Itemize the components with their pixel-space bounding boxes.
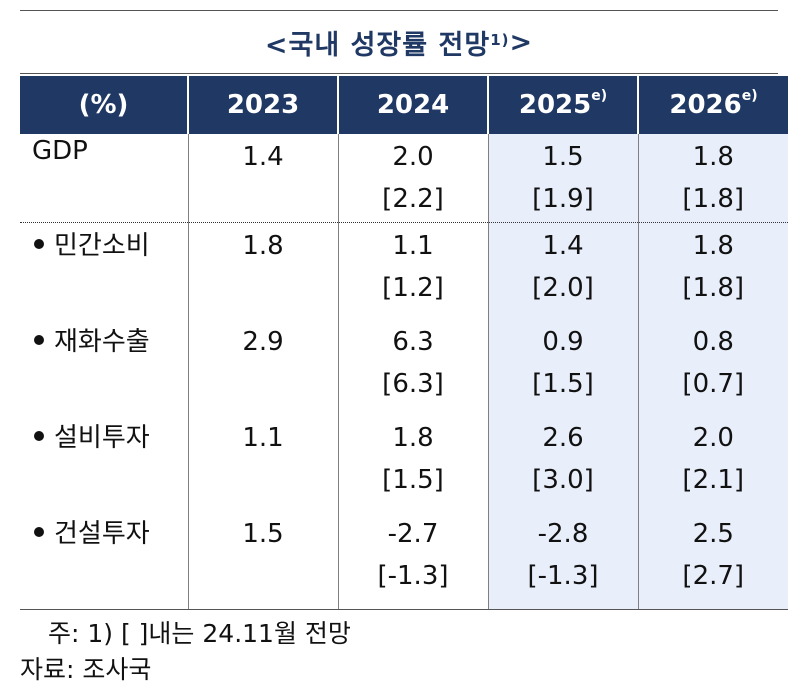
cell-2026: 1.8 [1.8] <box>637 134 788 223</box>
header-unit: (%) <box>20 76 188 134</box>
bullet-icon <box>34 430 44 441</box>
cell-value: 1.1 <box>392 231 434 261</box>
cell-value: 1.8 <box>692 231 734 261</box>
cell-2024: 2.0 [2.2] <box>337 134 488 223</box>
row-label: 설비투자 <box>20 417 188 513</box>
header-year-label: 2023 <box>226 90 300 120</box>
cell-previous: [2.2] <box>382 184 444 214</box>
cell-previous: [-1.3] <box>527 561 599 591</box>
row-label: 재화수출 <box>20 321 188 417</box>
row-label: 민간소비 <box>20 223 188 321</box>
cell-previous: [6.3] <box>382 369 444 399</box>
cell-value: 1.1 <box>242 423 284 453</box>
cell-2025: 0.9 [1.5] <box>487 321 638 417</box>
cell-2025: 1.4 [2.0] <box>487 223 638 321</box>
growth-forecast-table: (%) 2023 2024 2025e) 2026e) GDP 1.4 2.0[… <box>20 76 788 610</box>
cell-previous: [0.7] <box>682 369 745 399</box>
cell-value: 6.3 <box>392 327 434 357</box>
cell-2026: 0.8 [0.7] <box>637 321 788 417</box>
cell-2026: 2.5 [2.7] <box>637 513 788 610</box>
bullet-icon <box>34 334 44 345</box>
table-row-private-consumption: 민간소비 1.8 1.1 [1.2] 1.4 [2.0] 1.8 [1.8] <box>20 223 788 321</box>
table-row-facility-investment: 설비투자 1.1 1.8 [1.5] 2.6 [3.0] 2.0 [2.1] <box>20 417 788 513</box>
cell-previous: [-1.3] <box>377 561 449 591</box>
row-label-text: 건설투자 <box>54 519 150 549</box>
cell-2024: 1.8 [1.5] <box>337 417 488 513</box>
cell-previous: [1.8] <box>682 273 745 303</box>
cell-2026: 1.8 [1.8] <box>637 223 788 321</box>
table-row-construction-investment: 건설투자 1.5 -2.7 [-1.3] -2.8 [-1.3] 2.5 [2.7] <box>20 513 788 610</box>
cell-previous: [2.1] <box>682 465 745 495</box>
title-footnote-mark: 1) <box>490 31 510 49</box>
header-year-label: 2025 <box>518 90 592 120</box>
cell-2024: 6.3 [6.3] <box>337 321 488 417</box>
cell-2023: 1.4 <box>187 134 338 223</box>
row-label-text: 재화수출 <box>54 327 150 357</box>
cell-previous <box>189 267 338 309</box>
cell-2024: -2.7 [-1.3] <box>337 513 488 610</box>
cell-previous: [1.9] <box>532 184 594 214</box>
cell-2025: 2.6 [3.0] <box>487 417 638 513</box>
cell-value: 1.8 <box>242 231 284 261</box>
cell-previous: [2.0] <box>532 273 594 303</box>
cell-2023: 1.1 <box>187 417 338 513</box>
cell-value: 2.0 <box>392 142 434 172</box>
row-label-text: 설비투자 <box>54 423 150 453</box>
cell-value: -2.8 <box>537 519 589 549</box>
cell-value: 2.5 <box>692 519 734 549</box>
cell-2023: 1.5 <box>187 513 338 610</box>
cell-value: 1.4 <box>242 142 284 172</box>
row-label-text: 민간소비 <box>54 231 150 261</box>
cell-previous: [1.5] <box>382 465 444 495</box>
cell-previous: [2.7] <box>682 561 745 591</box>
header-year-label: 2024 <box>376 90 450 120</box>
source-note: 자료: 조사국 <box>20 655 152 684</box>
cell-value: 1.4 <box>542 231 584 261</box>
cell-value: 1.5 <box>242 519 284 549</box>
cell-previous <box>189 363 338 405</box>
cell-2023: 2.9 <box>187 321 338 417</box>
cell-value: 0.8 <box>692 327 734 357</box>
cell-previous: [1.8] <box>682 184 745 214</box>
header-row: (%) 2023 2024 2025e) 2026e) <box>20 76 788 134</box>
table-row-goods-exports: 재화수출 2.9 6.3 [6.3] 0.9 [1.5] 0.8 [0.7] <box>20 321 788 417</box>
header-year-2024: 2024 <box>337 76 488 134</box>
row-label: GDP <box>20 134 188 223</box>
header-year-sup: e) <box>591 88 608 105</box>
bullet-icon <box>34 526 44 537</box>
cell-value: 1.8 <box>692 142 734 172</box>
cell-previous <box>189 555 338 597</box>
header-year-label: 2026 <box>669 90 742 120</box>
table-row-gdp: GDP 1.4 2.0 [2.2] 1.5 [1.9] 1.8 [1.8] <box>20 134 788 223</box>
cell-2025: 1.5 [1.9] <box>487 134 638 223</box>
cell-value: 2.9 <box>242 327 284 357</box>
table-title: <국내 성장률 전망 1) > <box>20 10 778 74</box>
cell-previous <box>189 178 338 220</box>
cell-value: -2.7 <box>387 519 439 549</box>
cell-value: 0.9 <box>542 327 584 357</box>
header-year-2026: 2026e) <box>637 76 788 134</box>
cell-previous: [1.5] <box>532 369 594 399</box>
cell-value: 2.6 <box>542 423 584 453</box>
cell-2025: -2.8 [-1.3] <box>487 513 638 610</box>
cell-previous: [1.2] <box>382 273 444 303</box>
bullet-icon <box>34 238 44 249</box>
cell-2024: 1.1 [1.2] <box>337 223 488 321</box>
cell-value: 1.8 <box>392 423 434 453</box>
row-label-text: GDP <box>32 136 88 166</box>
cell-previous: [3.0] <box>532 465 594 495</box>
footnote: 주: 1) [ ]내는 24.11월 전망 <box>48 619 351 648</box>
cell-previous <box>189 459 338 501</box>
header-year-2025: 2025e) <box>487 76 638 134</box>
cell-2026: 2.0 [2.1] <box>637 417 788 513</box>
row-label: 건설투자 <box>20 513 188 610</box>
table-title-text: <국내 성장률 전망 <box>264 29 491 61</box>
cell-value: 1.5 <box>542 142 584 172</box>
table-title-tail: > <box>509 26 534 58</box>
cell-2023: 1.8 <box>187 223 338 321</box>
dotted-separator <box>20 222 788 223</box>
cell-value: 2.0 <box>692 423 734 453</box>
header-year-sup: e) <box>741 88 758 105</box>
header-year-2023: 2023 <box>187 76 338 134</box>
